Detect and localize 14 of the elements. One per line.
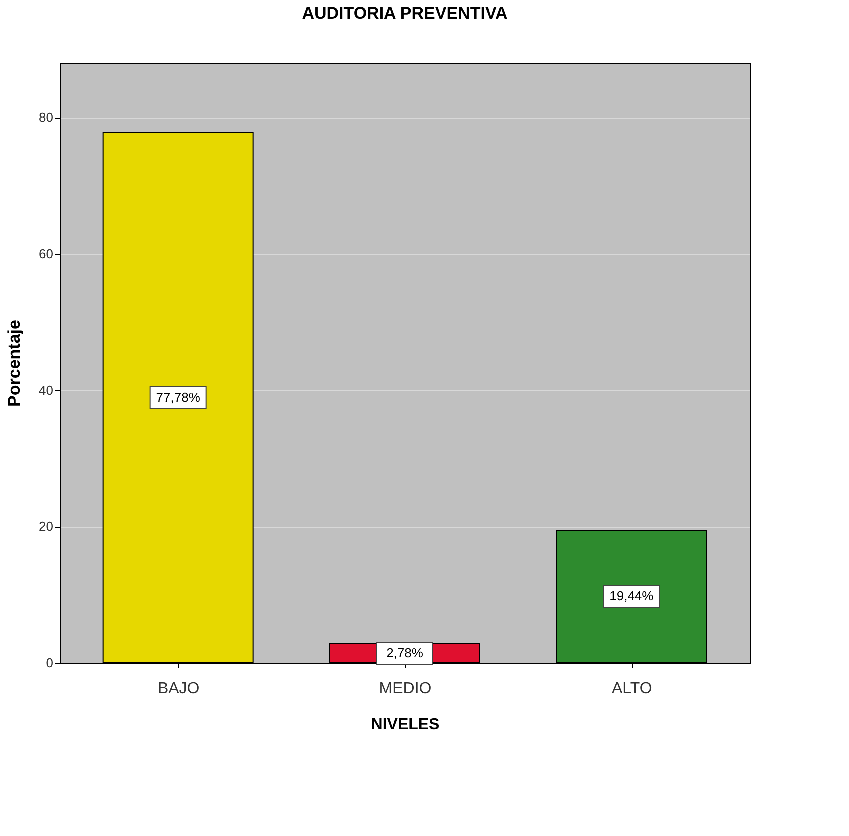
y-tick-label: 0	[46, 656, 54, 670]
data-label: 19,44%	[610, 588, 654, 604]
x-axis-title: NIVELES	[371, 716, 440, 734]
x-tick-label: MEDIO	[379, 680, 432, 698]
data-label: 77,78%	[156, 390, 201, 405]
y-tick-label: 80	[39, 110, 54, 126]
x-tick-label: BAJO	[158, 680, 200, 698]
y-tick-label: 60	[39, 246, 54, 262]
chart-title: AUDITORIA PREVENTIVA	[302, 4, 508, 23]
data-label: 2,78%	[386, 646, 424, 661]
y-tick-label: 40	[39, 382, 54, 398]
x-tick-label: ALTO	[612, 680, 652, 698]
y-tick-label: 20	[39, 519, 54, 534]
y-axis-title: Porcentaje	[5, 320, 24, 407]
